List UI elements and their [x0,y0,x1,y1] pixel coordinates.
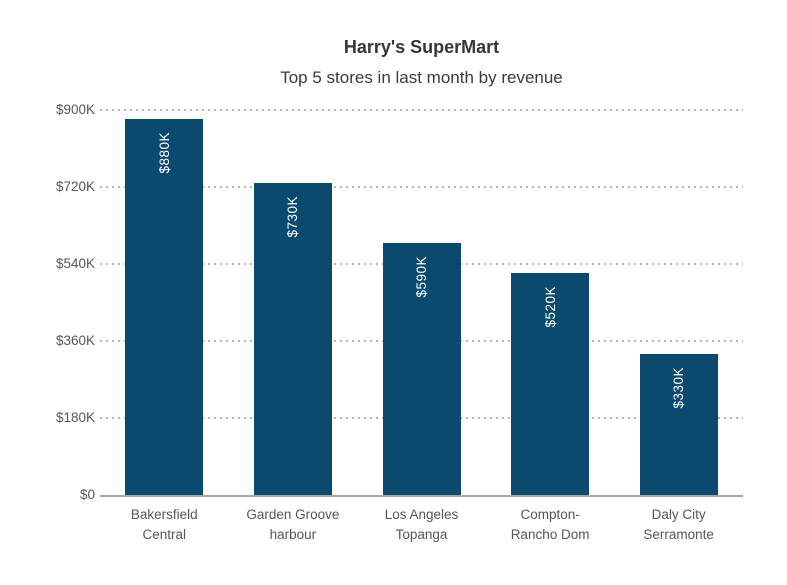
x-axis-category-label: Garden Groove harbour [246,507,340,542]
y-axis-tick-label: $360K [55,333,95,348]
x-axis-category-label: Los Angeles Topanga [384,507,459,542]
bar-compton-rancho-dom: $520K [511,272,590,495]
gridline [100,186,743,188]
y-axis-tick-label: $0 [79,487,95,502]
bar-value-label: $730K [285,195,301,238]
y-axis-tick-label: $720K [55,179,95,194]
bar-value-label: $330K [671,366,687,409]
chart-title: Harry's SuperMart [343,37,500,57]
bar-bakersfield-central: $880K [125,118,204,495]
chart-header: Harry's SuperMart Top 5 stores in last m… [100,36,743,89]
chart-subtitle: Top 5 stores in last month by revenue [280,68,563,87]
gridline [100,109,743,111]
y-axis: $0 $180K $360K $540K $720K $900K [0,0,95,585]
bar-garden-groove-harbour: $730K [253,182,332,495]
y-axis-tick-label: $540K [55,256,95,271]
x-axis-category-label: Daly City Serramonte [643,507,714,542]
x-axis-category-label: Bakersfield Central [130,507,198,542]
plot-area: $880K $730K $590K $520K $330K [100,109,743,497]
y-axis-tick-label: $900K [55,102,95,117]
bar-value-label: $880K [156,131,172,174]
bar-los-angeles-topanga: $590K [382,242,461,495]
bar-value-label: $520K [542,285,558,328]
x-axis-category-label: Compton- Rancho Dom [510,507,590,542]
y-axis-tick-label: $180K [55,410,95,425]
bar-daly-city-serramonte: $330K [639,353,718,495]
bar-value-label: $590K [414,255,429,298]
